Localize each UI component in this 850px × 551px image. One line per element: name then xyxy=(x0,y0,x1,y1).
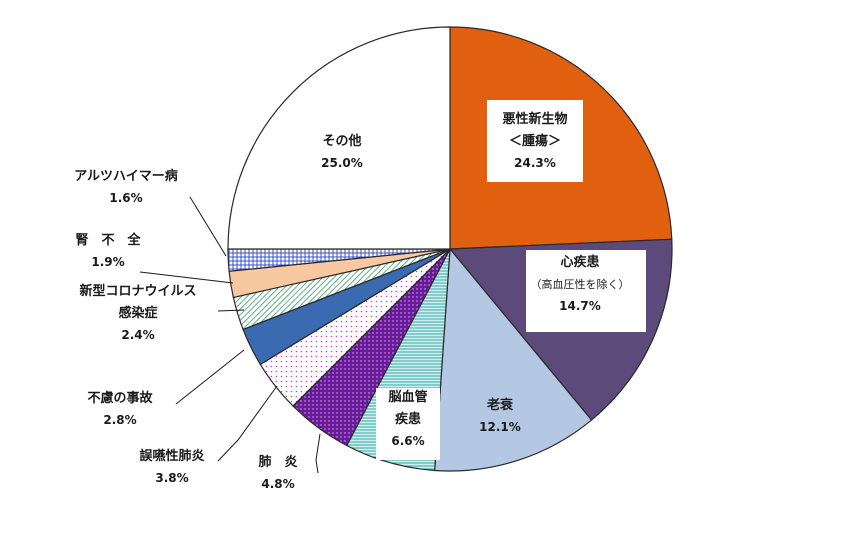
slice-name-covid-0: 新型コロナウイルス xyxy=(79,283,196,299)
label-box-heart xyxy=(526,250,646,332)
slice-value-pneumonia: 4.8% xyxy=(261,477,294,491)
slice-value-cancer: 24.3% xyxy=(514,156,556,170)
slice-label-aspiration: 誤嚥性肺炎 3.8% xyxy=(139,448,204,485)
slice-name-alzheimer-0: アルツハイマー病 xyxy=(74,168,178,184)
leader-line-renal xyxy=(139,271,234,284)
leader-line-alzheimer xyxy=(189,196,227,257)
slice-label-pneumonia: 肺 炎 4.8% xyxy=(258,454,297,491)
slice-name-pneumonia-0: 肺 炎 xyxy=(258,454,297,470)
slice-value-senility: 12.1% xyxy=(479,420,521,434)
pie-slice-senility xyxy=(434,247,593,472)
slice-name-covid-1: 感染症 xyxy=(118,305,157,321)
slice-label-renal: 腎 不 全 1.9% xyxy=(75,232,141,269)
slice-value-alzheimer: 1.6% xyxy=(109,191,142,205)
slice-name-cancer-1: ＜腫瘍＞ xyxy=(509,133,561,149)
slice-name-cerebro-0: 脳血管 xyxy=(388,389,427,405)
slice-label-accident: 不慮の事故 2.8% xyxy=(87,390,153,427)
slice-value-renal: 1.9% xyxy=(91,255,124,269)
leader-lines-layer xyxy=(139,196,321,474)
slice-value-aspiration: 3.8% xyxy=(155,471,188,485)
slice-name-heart-0: 心疾患 xyxy=(560,254,599,270)
slice-value-accident: 2.8% xyxy=(103,413,136,427)
slice-name-senility-0: 老衰 xyxy=(486,397,514,413)
leader-line-accident xyxy=(175,349,245,405)
slice-label-senility: 老衰 12.1% xyxy=(479,397,521,434)
slice-name-other-0: その他 xyxy=(322,133,361,149)
slice-label-cancer: 悪性新生物 ＜腫瘍＞ 24.3% xyxy=(487,100,583,182)
slice-value-other: 25.0% xyxy=(321,156,363,170)
slice-label-heart: 心疾患 （高血圧性を除く） 14.7% xyxy=(526,250,646,332)
slice-name-renal-0: 腎 不 全 xyxy=(75,232,141,248)
slice-name-cancer-0: 悪性新生物 xyxy=(502,111,567,127)
label-box-cancer xyxy=(487,100,583,182)
slice-label-alzheimer: アルツハイマー病 1.6% xyxy=(74,168,178,205)
labels-layer: 悪性新生物 ＜腫瘍＞ 24.3% 心疾患 （高血圧性を除く） 14.7% 老衰 12.1% 脳血… xyxy=(74,100,646,491)
slice-name-heart-1: （高血圧性を除く） xyxy=(531,277,630,291)
slice-name-aspiration-0: 誤嚥性肺炎 xyxy=(139,448,204,464)
pie-slice-other xyxy=(227,26,451,250)
slice-value-covid: 2.4% xyxy=(121,328,154,342)
leader-line-covid xyxy=(217,309,245,312)
slices-layer xyxy=(227,26,673,472)
slice-value-cerebro: 6.6% xyxy=(391,434,424,448)
leader-line-aspiration xyxy=(217,385,278,462)
leader-line-pneumonia xyxy=(315,433,321,474)
slice-value-heart: 14.7% xyxy=(559,299,601,313)
slice-name-accident-0: 不慮の事故 xyxy=(87,390,153,406)
slice-name-cerebro-1: 疾患 xyxy=(395,411,421,427)
label-box-cerebro xyxy=(376,388,440,460)
slice-label-other: その他 25.0% xyxy=(321,133,363,170)
